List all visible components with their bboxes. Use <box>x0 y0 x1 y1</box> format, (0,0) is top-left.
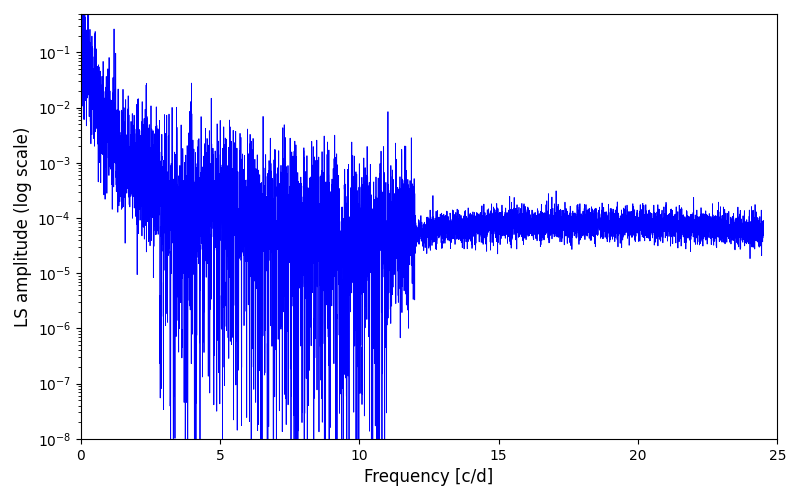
X-axis label: Frequency [c/d]: Frequency [c/d] <box>364 468 494 486</box>
Y-axis label: LS amplitude (log scale): LS amplitude (log scale) <box>14 126 32 326</box>
